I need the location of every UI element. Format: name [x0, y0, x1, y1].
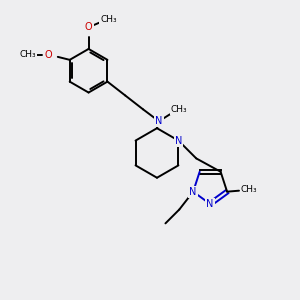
Text: O: O: [85, 22, 92, 32]
Text: N: N: [175, 136, 182, 146]
Text: CH₃: CH₃: [100, 15, 117, 24]
Text: O: O: [44, 50, 52, 60]
Text: CH₃: CH₃: [20, 50, 36, 59]
Text: N: N: [206, 199, 214, 209]
Text: CH₃: CH₃: [241, 185, 257, 194]
Text: N: N: [155, 116, 163, 126]
Text: CH₃: CH₃: [170, 105, 187, 114]
Text: N: N: [190, 187, 197, 197]
